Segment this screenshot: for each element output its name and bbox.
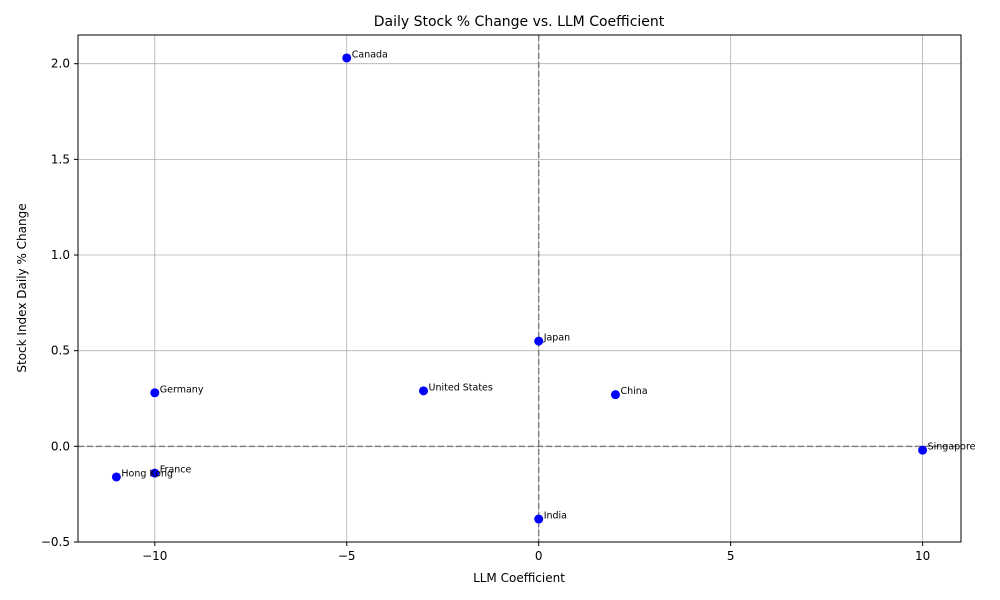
reference-lines (78, 35, 961, 542)
data-point (419, 386, 429, 396)
point-label: Hong Kong (121, 468, 173, 479)
point-label: France (160, 465, 192, 476)
x-tick-label: −5 (338, 549, 356, 563)
grid-lines (78, 35, 961, 543)
point-label: Canada (352, 49, 388, 60)
x-tick-label: 5 (727, 549, 735, 563)
y-tick-label: 0.5 (51, 344, 70, 358)
point-label: India (544, 511, 567, 522)
data-point (150, 388, 160, 398)
point-labels: Canada Japan United States Germany China Sing… (121, 49, 975, 521)
data-points (111, 53, 928, 524)
y-tick-label: −0.5 (41, 535, 70, 549)
point-label: United States (429, 382, 493, 393)
data-point (534, 336, 544, 346)
data-point (150, 468, 160, 478)
point-label: Germany (160, 384, 204, 395)
data-point (342, 53, 352, 63)
plot-frame (77, 34, 962, 543)
data-point (111, 472, 121, 482)
x-tick-label: 10 (915, 549, 930, 563)
data-point (918, 445, 928, 455)
x-axis-ticks: −10 −5 0 5 10 (142, 542, 930, 563)
y-tick-label: 2.0 (51, 57, 70, 71)
y-tick-label: 1.5 (51, 152, 70, 166)
point-label: Singapore (928, 442, 976, 453)
y-axis-ticks: −0.5 0.0 0.5 1.0 1.5 2.0 (41, 57, 78, 549)
data-point (534, 514, 544, 524)
y-tick-label: 0.0 (51, 439, 70, 453)
x-tick-label: 0 (535, 549, 543, 563)
y-axis-label: Stock Index Daily % Change (15, 203, 29, 372)
x-tick-label: −10 (142, 549, 167, 563)
data-point (610, 390, 620, 400)
point-label: China (620, 386, 647, 397)
chart-title: Daily Stock % Change vs. LLM Coefficient (374, 14, 665, 30)
y-tick-label: 1.0 (51, 248, 70, 262)
point-label: Japan (543, 333, 571, 344)
x-axis-label: LLM Coefficient (473, 571, 565, 585)
